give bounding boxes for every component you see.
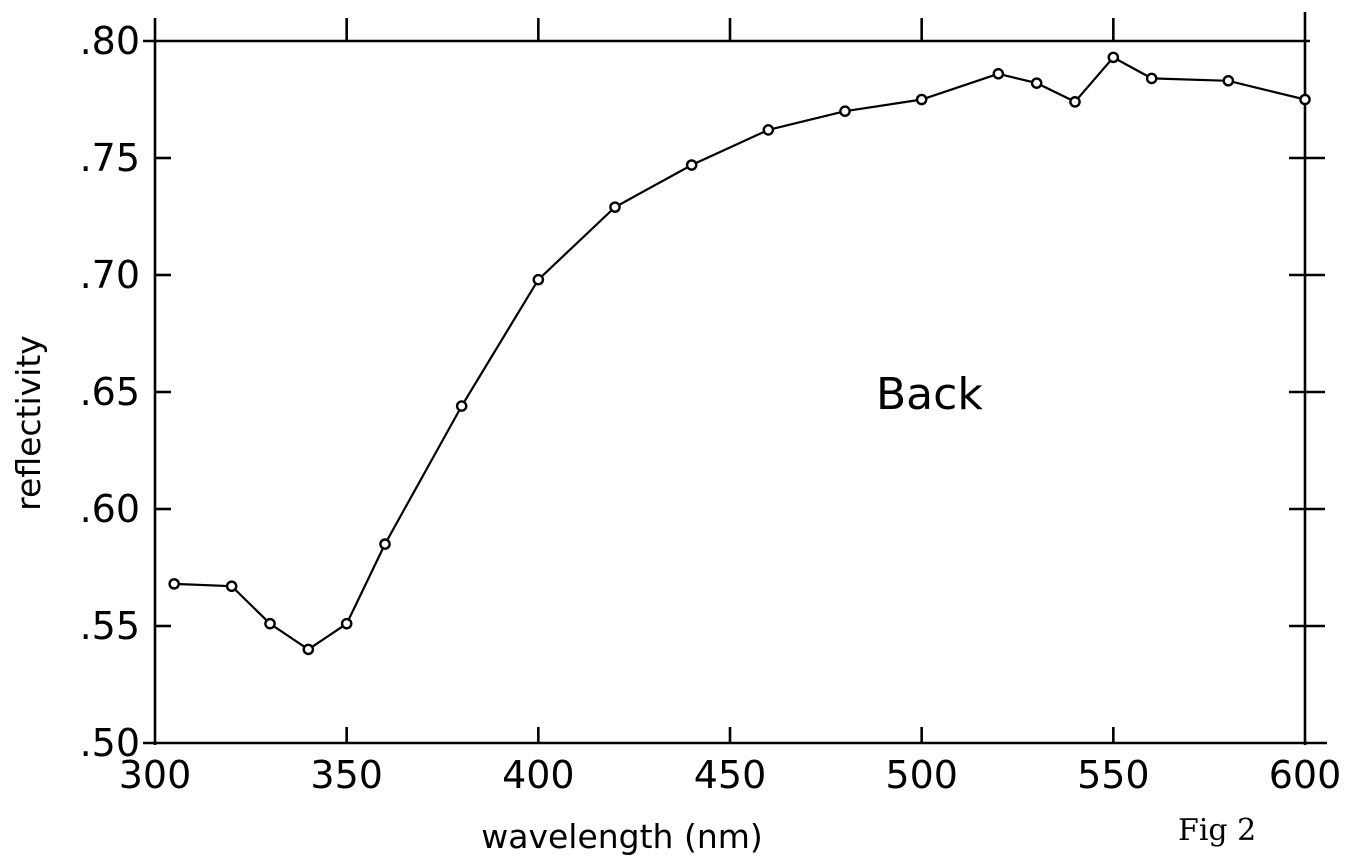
y-tick-label: .50 [80, 721, 140, 765]
x-axis-title: wavelength (nm) [481, 817, 763, 856]
data-point [1222, 74, 1235, 87]
y-tick-label: .75 [80, 136, 140, 180]
data-point [264, 617, 276, 630]
data-point [992, 67, 1005, 80]
data-point [1069, 96, 1081, 108]
figure-label: Fig 2 [1178, 813, 1256, 848]
data-point [1145, 72, 1158, 85]
x-tick-label: 600 [1269, 753, 1342, 797]
data-point [1107, 51, 1120, 64]
data-point [379, 538, 391, 550]
x-tick-label: 300 [119, 753, 192, 797]
data-point [340, 617, 353, 630]
series-layer [168, 51, 1311, 656]
y-tick-label: .55 [80, 604, 140, 648]
data-point [762, 124, 775, 136]
axis-ticks [155, 18, 1325, 743]
y-axis-title: reflectivity [9, 335, 48, 511]
data-point [532, 273, 545, 286]
data-point [609, 201, 621, 213]
data-point [225, 580, 238, 593]
data-point [168, 578, 180, 590]
y-tick-label: .80 [80, 19, 140, 63]
data-point [915, 93, 928, 106]
plot-frame [143, 12, 1327, 745]
x-tick-label: 550 [1077, 753, 1150, 797]
y-tick-label: .65 [80, 370, 140, 414]
data-point [685, 159, 698, 171]
x-tick-label: 350 [310, 753, 383, 797]
data-point [455, 400, 468, 412]
x-tick-label: 450 [694, 753, 767, 797]
data-point [1030, 77, 1043, 89]
data-point [839, 105, 851, 117]
y-tick-label: .60 [80, 487, 140, 531]
axis-tick-labels: 300 350 400 450 500 550 600 .50 .55 .60 .65 .70 .75.… [80, 19, 1342, 797]
x-tick-label: 400 [502, 753, 575, 797]
series-line [174, 56, 1306, 651]
y-tick-label: .70 [80, 253, 140, 297]
data-point [1299, 93, 1311, 106]
data-point [302, 643, 315, 656]
x-tick-label: 500 [885, 753, 958, 797]
annotation-back: Back [876, 369, 983, 420]
